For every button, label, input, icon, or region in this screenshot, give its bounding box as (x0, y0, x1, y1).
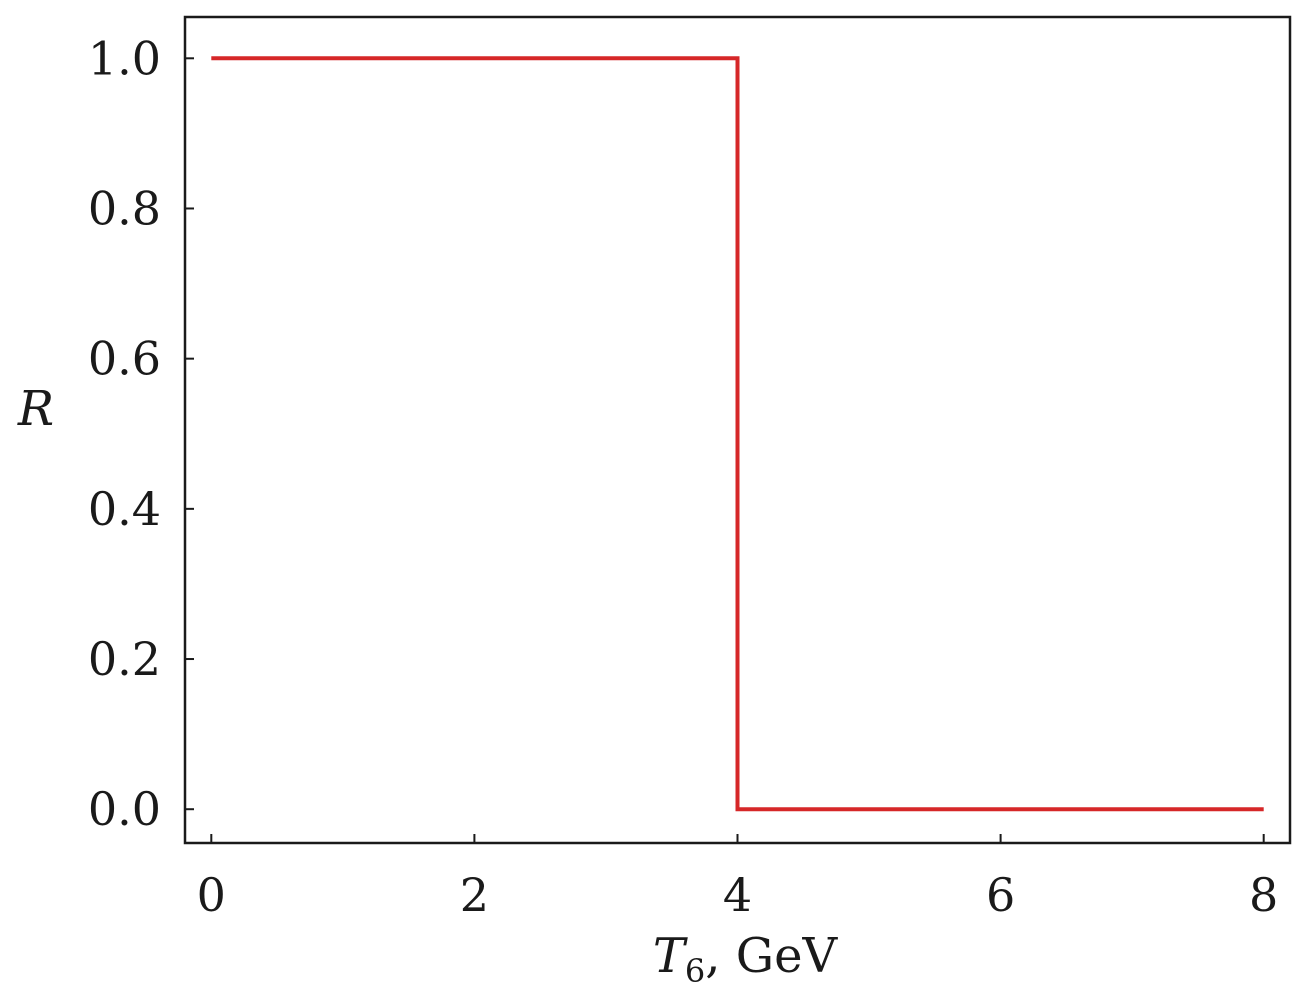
y-tick-label: 0.2 (88, 632, 161, 686)
y-axis-label: R (17, 381, 54, 437)
x-axis-label-subscript: 6 (685, 952, 705, 990)
x-axis-ticks: 0 2 4 6 8 (197, 834, 1278, 922)
y-tick-label: 0.6 (88, 332, 161, 386)
x-tick-label: 2 (460, 868, 489, 922)
x-tick-label: 4 (723, 868, 752, 922)
y-tick-label: 0.8 (88, 181, 161, 235)
x-tick-label: 8 (1249, 868, 1278, 922)
y-tick-label: 0.4 (88, 482, 161, 536)
x-tick-label: 6 (986, 868, 1015, 922)
x-axis-label-symbol: T (653, 928, 688, 984)
x-axis-label: T6, GeV (653, 928, 839, 990)
x-tick-label: 0 (197, 868, 226, 922)
x-axis-label-unit: , GeV (705, 928, 838, 984)
y-tick-label: 1.0 (88, 31, 161, 85)
series-group (211, 56, 1264, 812)
y-axis-ticks: 0.0 0.2 0.4 0.6 0.8 1.0 (88, 31, 194, 836)
y-tick-label: 0.0 (88, 782, 161, 836)
series-line (211, 56, 1264, 812)
